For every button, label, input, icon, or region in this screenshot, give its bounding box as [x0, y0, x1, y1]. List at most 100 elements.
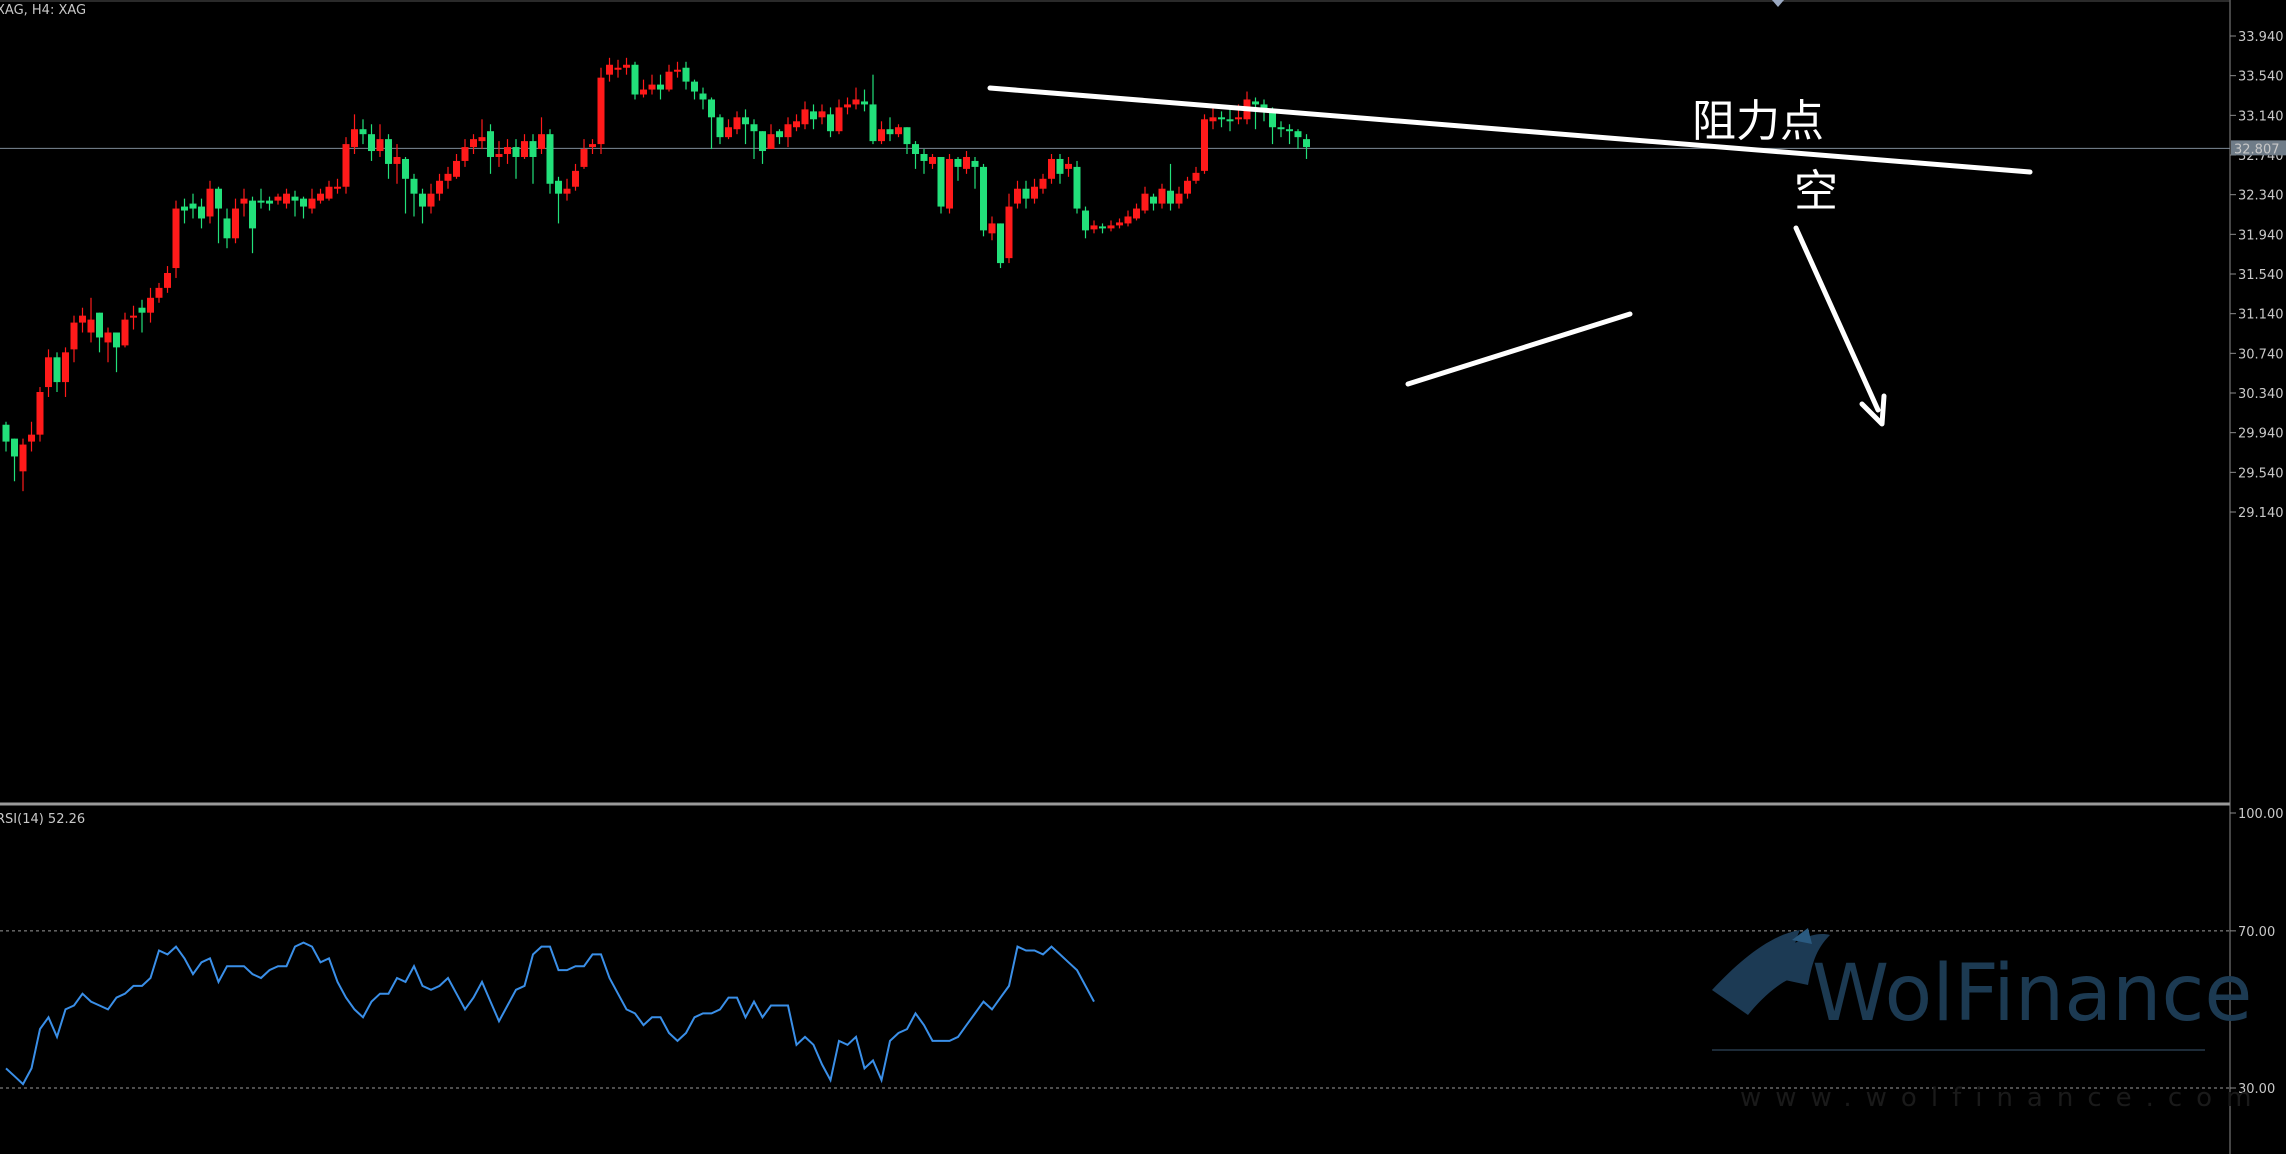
candle-body [1277, 127, 1285, 130]
resistance-annotation: 阻力点 [1692, 96, 1824, 147]
candle-body [1218, 117, 1225, 120]
current-price-badge: 32.807 [2231, 140, 2286, 157]
price-tick-label: 31.940 [2238, 228, 2284, 243]
candle-body [487, 131, 494, 157]
candle-body [283, 193, 290, 204]
candle-body [1099, 226, 1106, 229]
candle-body [903, 127, 911, 145]
candle-body [742, 117, 749, 125]
candle-body [419, 193, 426, 207]
candle-body [28, 434, 35, 442]
price-tick-label: 30.340 [2238, 387, 2284, 402]
candle-body [130, 315, 137, 318]
candle-body [300, 198, 307, 207]
candle-body [725, 127, 732, 138]
candle-body [657, 84, 664, 90]
candle-body [1192, 172, 1200, 181]
candle-body [436, 180, 443, 194]
candle-body [453, 160, 460, 177]
candle-body [36, 392, 44, 435]
candle-body [912, 144, 919, 155]
candle-body [818, 111, 826, 118]
price-tick-label: 29.940 [2238, 427, 2284, 442]
candle-body [266, 200, 273, 204]
candle-body [1150, 196, 1157, 204]
candle-body [997, 223, 1004, 264]
candle-body [274, 196, 282, 201]
candle-body [971, 160, 979, 167]
candle-body [232, 208, 239, 239]
candle-body [810, 111, 817, 120]
candle-body [980, 166, 987, 231]
wolf-logo-icon [1712, 930, 1830, 1015]
candle-body [164, 273, 171, 288]
price-tick-label: 33.940 [2238, 30, 2284, 45]
candle-body [929, 156, 936, 164]
candle-body [1133, 208, 1140, 219]
candle-body [546, 134, 554, 184]
candle-body [988, 223, 996, 234]
rsi-panel: RSI(14) 52.26 100.00 70.00 30.00 WolFinanc… [0, 807, 2284, 1113]
candle-body [1082, 210, 1089, 231]
candle-body [470, 139, 477, 148]
price-tick-label: 30.740 [2238, 347, 2284, 362]
candle-body [1056, 158, 1064, 174]
candle-body [665, 71, 673, 90]
candle-body [1201, 119, 1208, 171]
current-price-box [2231, 140, 2286, 156]
candle-body [45, 357, 52, 388]
scroll-marker-icon[interactable] [1772, 0, 1784, 7]
candle-body [623, 64, 630, 68]
candle-body [70, 322, 78, 350]
candle-body [359, 129, 367, 135]
candle-body [1184, 180, 1191, 194]
candle-body [716, 117, 724, 138]
candle-body [257, 200, 265, 203]
candle-body [1014, 188, 1021, 204]
candle-body [147, 297, 154, 313]
candle-body [1090, 225, 1098, 230]
candle-body [869, 104, 877, 142]
candle-body [291, 196, 299, 201]
candle-body [1039, 178, 1047, 189]
candle-body [699, 93, 707, 100]
candle-body [895, 127, 902, 135]
candle-body [334, 186, 341, 189]
candle-body [954, 158, 962, 167]
candle-body [521, 141, 528, 157]
candlestick-series [2, 57, 1310, 492]
candle-body [1031, 186, 1038, 199]
candle-body [691, 81, 698, 92]
rsi-tick-label: 30.00 [2238, 1082, 2275, 1097]
candle-body [1175, 193, 1183, 204]
candle-body [351, 129, 358, 148]
candle-body [597, 77, 605, 145]
candle-body [181, 206, 188, 211]
symbol-label: XAG, H4: XAG [0, 3, 86, 18]
candle-body [342, 144, 350, 187]
candle-body [861, 101, 868, 105]
candle-body [53, 357, 61, 383]
candle-body [385, 139, 392, 164]
candle-body [1158, 188, 1166, 204]
candle-body [308, 198, 316, 209]
candle-body [920, 154, 928, 161]
price-tick-label: 32.340 [2238, 189, 2284, 204]
candle-body [121, 319, 129, 346]
candle-body [1252, 101, 1259, 105]
rsi-line [5, 941, 1095, 1086]
candle-body [827, 114, 834, 132]
rsi-label: RSI(14) 52.26 [0, 812, 85, 827]
price-tick-label: 29.140 [2238, 506, 2284, 521]
candle-body [835, 107, 843, 132]
candle-body [1167, 190, 1174, 204]
candle-body [1294, 131, 1302, 138]
candle-body [555, 180, 562, 194]
candle-body [1048, 158, 1055, 179]
candle-body [87, 319, 95, 333]
candle-body [376, 139, 384, 152]
candle-body [1065, 163, 1072, 169]
candle-body [801, 109, 809, 125]
candle-body [1269, 109, 1276, 128]
candle-body [844, 104, 851, 108]
